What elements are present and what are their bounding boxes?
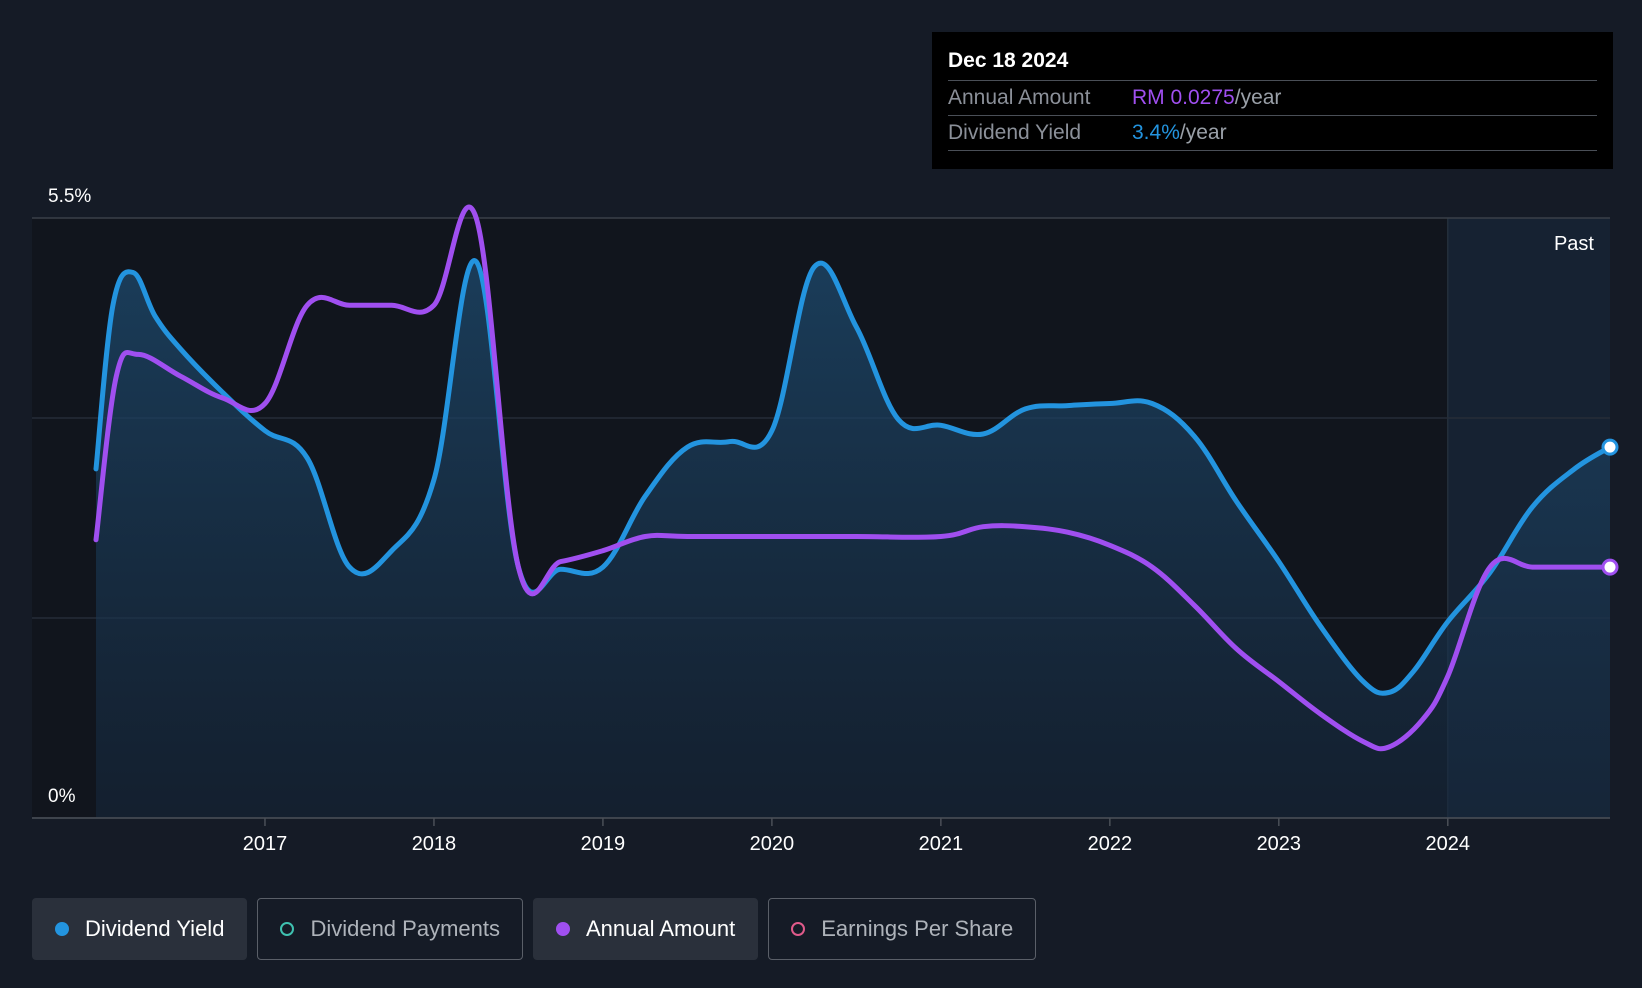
legend: Dividend Yield Dividend Payments Annual … bbox=[32, 898, 1037, 960]
dividend-yield-endpoint[interactable] bbox=[1601, 438, 1619, 456]
x-tick-label: 2024 bbox=[1426, 833, 1471, 855]
tooltip-annual-amount-label: Annual Amount bbox=[948, 86, 1091, 109]
tooltip: Dec 18 2024 Annual Amount RM 0.0275/year… bbox=[932, 32, 1613, 169]
x-tick-label: 2017 bbox=[243, 833, 288, 855]
x-tick-label: 2018 bbox=[412, 833, 457, 855]
tooltip-date: Dec 18 2024 bbox=[948, 49, 1069, 72]
tooltip-yield-row: Dividend Yield 3.4%/year bbox=[948, 115, 1597, 151]
hollow-dot-icon bbox=[791, 922, 806, 936]
legend-earnings-per-share-button[interactable]: Earnings Per Share bbox=[768, 898, 1037, 960]
y-bottom-label: 0% bbox=[48, 786, 76, 807]
x-tick-label: 2021 bbox=[919, 833, 964, 855]
legend-label: Dividend Yield bbox=[85, 916, 225, 941]
x-tick-label: 2022 bbox=[1088, 833, 1133, 855]
x-tick-label: 2019 bbox=[581, 833, 626, 855]
tooltip-yield-value: 3.4% bbox=[1132, 121, 1180, 144]
dividend-yield-area bbox=[96, 260, 1610, 818]
past-label: Past bbox=[1554, 233, 1594, 255]
legend-label: Earnings Per Share bbox=[821, 916, 1014, 941]
tooltip-yield-label: Dividend Yield bbox=[948, 121, 1082, 144]
x-tick-label: 2023 bbox=[1257, 833, 1302, 855]
filled-dot-icon bbox=[555, 922, 570, 936]
hollow-dot-icon bbox=[280, 922, 295, 936]
legend-label: Dividend Payments bbox=[310, 916, 500, 941]
tooltip-yield-unit: /year bbox=[1179, 121, 1227, 144]
tooltip-annual-amount-unit: /year bbox=[1234, 86, 1282, 109]
legend-dividend-payments-button[interactable]: Dividend Payments bbox=[257, 898, 523, 960]
annual-amount-line bbox=[93, 204, 1613, 752]
legend-annual-amount-button[interactable]: Annual Amount bbox=[532, 898, 759, 960]
dividend-yield-line bbox=[93, 258, 1613, 696]
y-top-label: 5.5% bbox=[48, 186, 91, 207]
filled-dot-icon bbox=[55, 922, 69, 936]
x-tick-label: 2020 bbox=[750, 833, 795, 855]
legend-dividend-yield-button[interactable]: Dividend Yield bbox=[32, 898, 248, 960]
legend-label: Annual Amount bbox=[585, 916, 736, 941]
annual-amount-endpoint[interactable] bbox=[1601, 558, 1619, 576]
tooltip-annual-amount-row: Annual Amount RM 0.0275/year bbox=[948, 80, 1597, 115]
tooltip-annual-amount-value: RM 0.0275 bbox=[1132, 86, 1235, 109]
